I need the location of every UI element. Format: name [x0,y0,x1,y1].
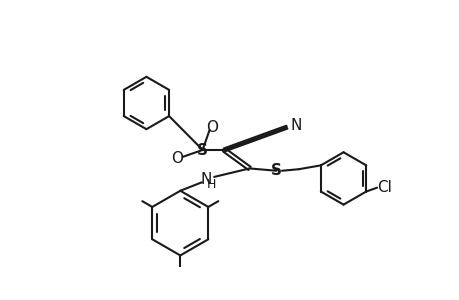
Text: S: S [197,143,207,158]
Text: N: N [201,172,212,187]
Text: Cl: Cl [376,180,391,195]
Text: S: S [270,163,281,178]
Text: H: H [207,178,216,191]
Text: O: O [171,151,183,166]
Text: N: N [290,118,301,133]
Text: O: O [206,120,218,135]
